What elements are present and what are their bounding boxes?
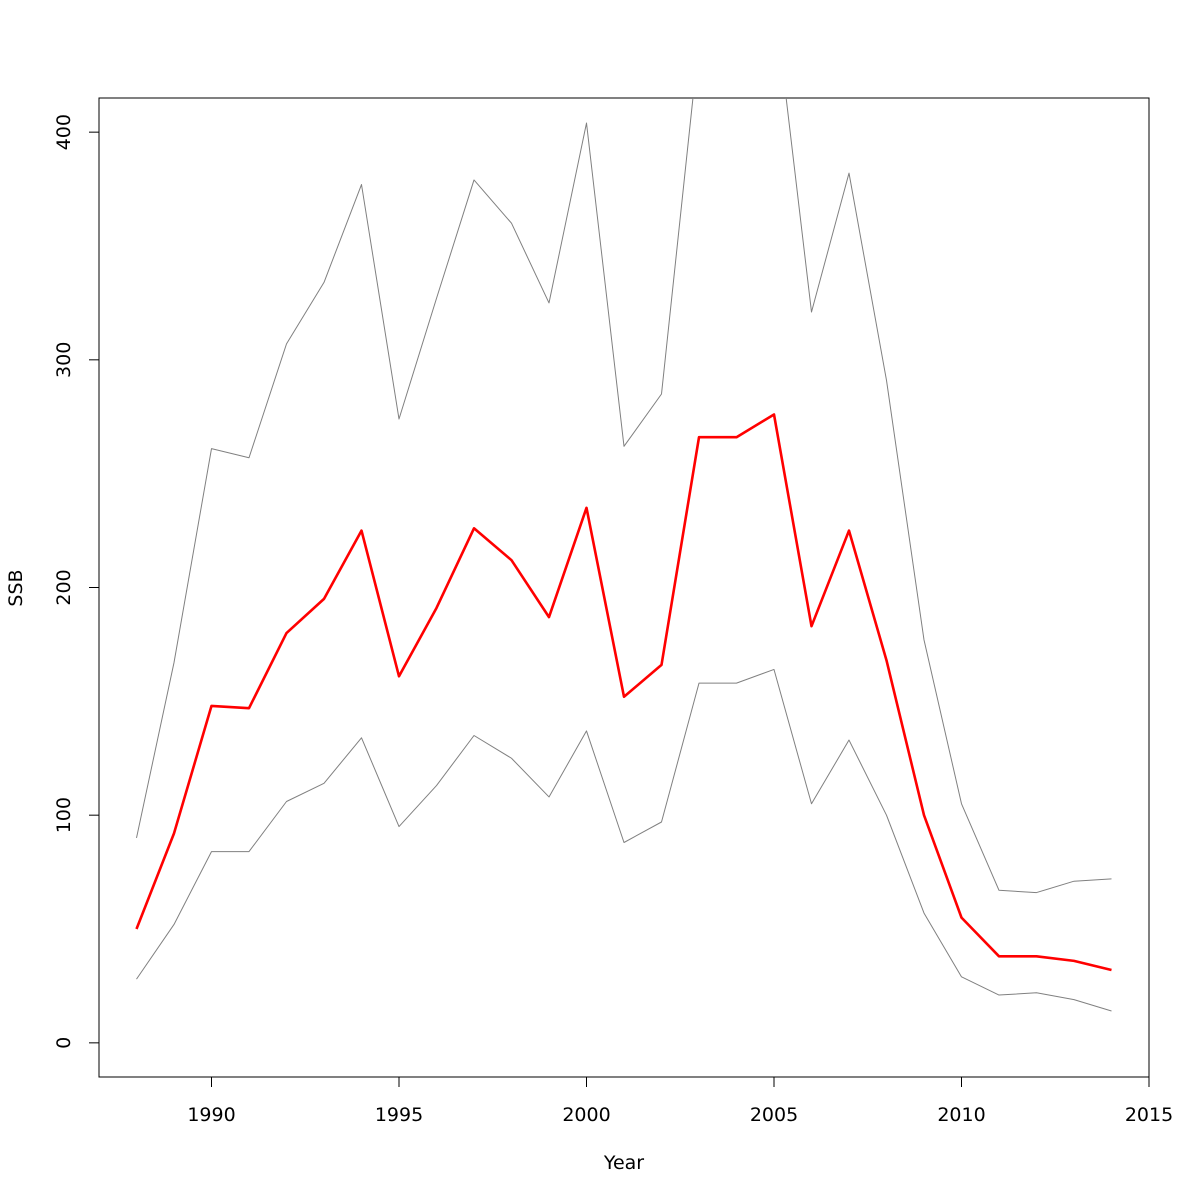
x-tick-label: 2000 (562, 1104, 610, 1126)
x-tick-label: 1990 (187, 1104, 235, 1126)
y-tick-label: 400 (53, 114, 75, 150)
y-tick-label: 0 (53, 1037, 75, 1049)
series-layer (135, 98, 1112, 1012)
y-axis-label: SSB (5, 569, 27, 606)
series-line-estimate (135, 413, 1112, 972)
y-tick-label: 200 (53, 569, 75, 605)
y-axis: 0 100 200 300 400 (53, 114, 100, 1049)
x-axis-label: Year (603, 1152, 644, 1174)
x-tick-label: 2015 (1125, 1104, 1173, 1126)
y-tick-label: 100 (53, 797, 75, 833)
x-tick-label: 2005 (750, 1104, 798, 1126)
series-line-upper (136, 98, 1112, 894)
y-tick-label: 300 (53, 342, 75, 378)
plot-frame (98, 97, 1150, 1078)
x-axis: 1990 1995 2000 2005 2010 2015 (187, 1076, 1173, 1126)
x-tick-label: 2010 (937, 1104, 985, 1126)
x-tick-label: 1995 (375, 1104, 423, 1126)
series-line-lower (136, 668, 1112, 1012)
